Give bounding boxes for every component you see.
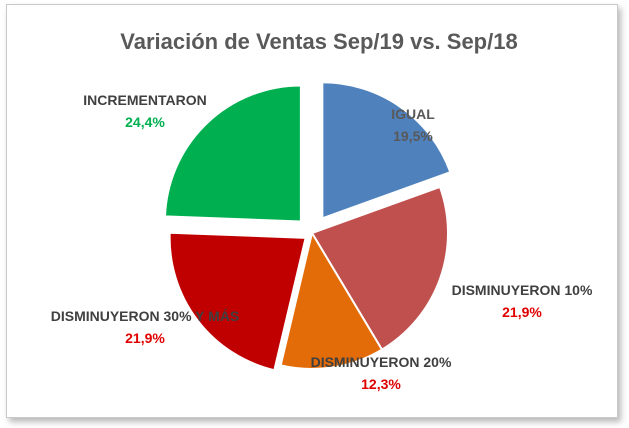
- slice-label-3: DISMINUYERON 20%: [311, 354, 452, 370]
- pie-slice-4: [168, 231, 307, 372]
- slice-value-5: 24,4%: [125, 114, 165, 130]
- pie-slices: [163, 81, 452, 372]
- pie-slice-2: [310, 185, 449, 351]
- slice-value-3: 12,3%: [361, 376, 401, 392]
- slice-label-4: DISMINUYERON 30% Y MÁS: [51, 308, 240, 324]
- slice-label-5: INCREMENTARON: [83, 92, 206, 108]
- slice-value-2: 21,9%: [502, 304, 542, 320]
- pie-labels: IGUAL 19,5% DISMINUYERON 10% 21,9% DISMINUYE…: [51, 92, 593, 392]
- slice-label-1: IGUAL: [391, 106, 435, 122]
- slice-value-4: 21,9%: [125, 330, 165, 346]
- pie-slice-5: [163, 84, 302, 223]
- chart-title: Variación de Ventas Sep/19 vs. Sep/18: [120, 29, 517, 54]
- slice-label-2: DISMINUYERON 10%: [452, 282, 593, 298]
- slice-value-1: 19,5%: [393, 128, 433, 144]
- chart-frame: Variación de Ventas Sep/19 vs. Sep/18 IG…: [6, 4, 618, 418]
- pie-slice-1: [321, 81, 452, 220]
- pie-slice-3: [279, 230, 384, 370]
- pie-chart: Variación de Ventas Sep/19 vs. Sep/18 IG…: [51, 29, 593, 392]
